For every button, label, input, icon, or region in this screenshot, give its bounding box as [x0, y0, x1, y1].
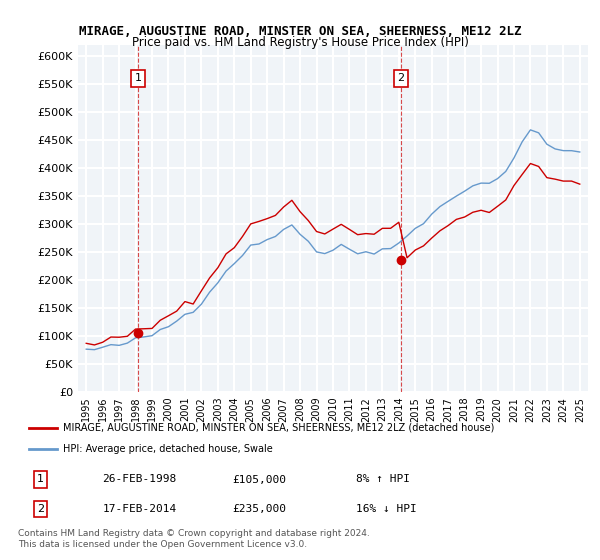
Text: £235,000: £235,000: [232, 504, 286, 514]
Text: 1: 1: [134, 73, 142, 83]
Text: 16% ↓ HPI: 16% ↓ HPI: [356, 504, 417, 514]
Text: HPI: Average price, detached house, Swale: HPI: Average price, detached house, Swal…: [63, 444, 273, 454]
Text: 2: 2: [397, 73, 404, 83]
Text: 8% ↑ HPI: 8% ↑ HPI: [356, 474, 410, 484]
Text: 1: 1: [37, 474, 44, 484]
Text: Contains HM Land Registry data © Crown copyright and database right 2024.
This d: Contains HM Land Registry data © Crown c…: [18, 529, 370, 549]
Text: MIRAGE, AUGUSTINE ROAD, MINSTER ON SEA, SHEERNESS, ME12 2LZ: MIRAGE, AUGUSTINE ROAD, MINSTER ON SEA, …: [79, 25, 521, 38]
Text: £105,000: £105,000: [232, 474, 286, 484]
Text: MIRAGE, AUGUSTINE ROAD, MINSTER ON SEA, SHEERNESS, ME12 2LZ (detached house): MIRAGE, AUGUSTINE ROAD, MINSTER ON SEA, …: [63, 423, 494, 433]
Text: 26-FEB-1998: 26-FEB-1998: [103, 474, 177, 484]
Text: 17-FEB-2014: 17-FEB-2014: [103, 504, 177, 514]
Text: Price paid vs. HM Land Registry's House Price Index (HPI): Price paid vs. HM Land Registry's House …: [131, 36, 469, 49]
Text: 2: 2: [37, 504, 44, 514]
